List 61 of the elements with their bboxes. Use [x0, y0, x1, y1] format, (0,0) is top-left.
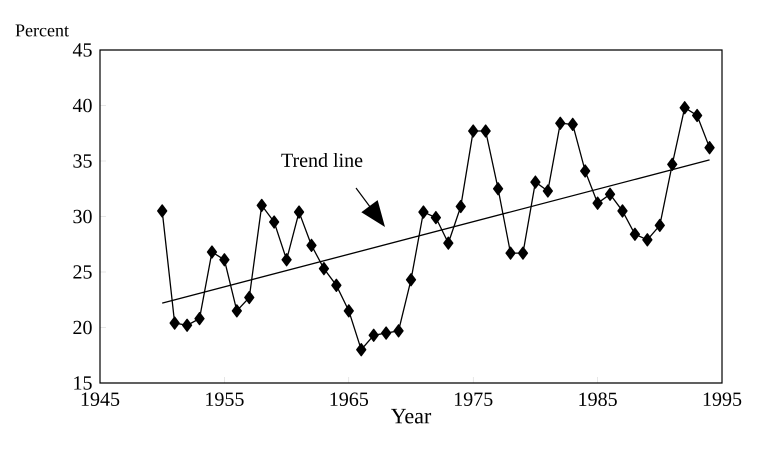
- x-axis-title: Year: [390, 408, 432, 424]
- point: [406, 273, 416, 286]
- point: [182, 318, 192, 332]
- y-tick-label: 30: [73, 210, 92, 224]
- point: [318, 262, 330, 276]
- point: [393, 324, 404, 338]
- x-tick-label: 1985: [579, 392, 617, 406]
- point: [680, 101, 690, 114]
- y-axis-title: Percent: [16, 24, 69, 36]
- point: [456, 200, 466, 214]
- point: [194, 312, 205, 326]
- point: [206, 245, 218, 259]
- x-tick-label: 1995: [704, 392, 742, 406]
- annotation: Trend line: [281, 152, 362, 168]
- y-tick-label: 45: [72, 43, 92, 57]
- point: [281, 253, 292, 266]
- point: [518, 246, 528, 260]
- point: [642, 233, 653, 246]
- x-tick-label: 1955: [206, 392, 244, 406]
- y-tick-label: 20: [73, 320, 92, 334]
- point: [492, 182, 504, 196]
- point: [580, 164, 590, 178]
- point: [542, 184, 553, 198]
- point: [630, 228, 640, 241]
- y-tick-label: 25: [73, 265, 92, 279]
- x-tick-label: 1965: [330, 392, 368, 406]
- point: [294, 205, 304, 219]
- point: [530, 175, 541, 189]
- point: [418, 205, 429, 219]
- x-tick-label: 1945: [82, 392, 120, 406]
- point: [505, 246, 516, 260]
- point: [356, 343, 366, 356]
- y-tick-label: 15: [74, 376, 92, 390]
- point: [244, 290, 254, 304]
- point: [157, 204, 168, 218]
- point: [704, 141, 715, 154]
- point: [368, 328, 379, 342]
- point: [568, 118, 578, 132]
- point: [555, 116, 566, 130]
- y-tick-label: 35: [73, 154, 92, 168]
- point: [430, 210, 442, 224]
- point: [480, 124, 491, 138]
- point: [604, 188, 616, 201]
- point: [443, 236, 454, 250]
- point: [256, 198, 267, 212]
- point: [592, 196, 603, 210]
- y-tick-label: 40: [72, 98, 92, 112]
- point: [306, 238, 317, 252]
- point: [692, 108, 702, 122]
- point: [617, 204, 628, 218]
- point: [331, 278, 342, 292]
- point: [654, 218, 665, 232]
- point: [344, 304, 354, 318]
- point: [667, 158, 678, 171]
- x-tick-label: 1975: [454, 392, 492, 406]
- point: [380, 326, 392, 340]
- point: [232, 304, 242, 318]
- point: [269, 215, 280, 229]
- point: [468, 124, 478, 138]
- point: [219, 253, 230, 266]
- point: [169, 316, 180, 330]
